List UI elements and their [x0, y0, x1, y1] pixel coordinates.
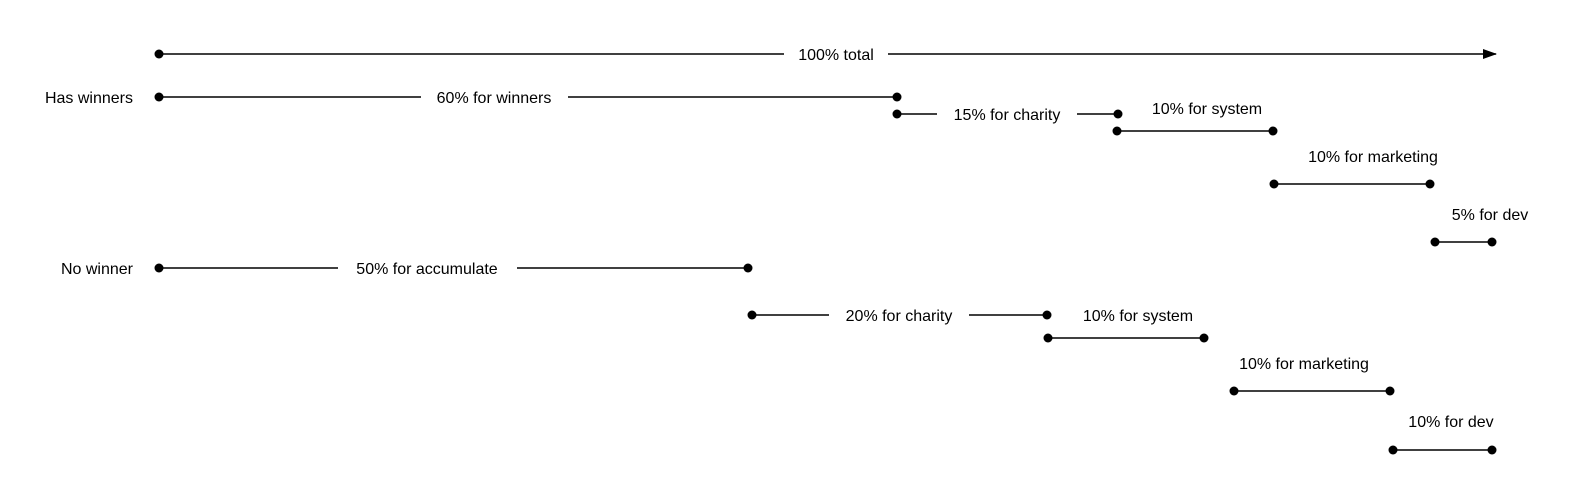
total-label: 100% total: [798, 47, 874, 64]
segment-end-dot: [1487, 445, 1497, 455]
segment-label: 60% for winners: [437, 90, 552, 107]
segment-start-dot: [1043, 333, 1053, 343]
segment-dev: 5% for dev: [1430, 207, 1528, 247]
segment-end-dot: [1113, 109, 1123, 119]
segment-end-dot: [1425, 179, 1435, 189]
segment-start-dot: [1112, 126, 1122, 136]
segment-label: 10% for system: [1152, 101, 1262, 118]
segment-label: 10% for marketing: [1239, 356, 1369, 373]
segment-system: 10% for system: [1043, 308, 1209, 343]
segment-system: 10% for system: [1112, 101, 1278, 136]
segment-start-dot: [892, 109, 902, 119]
segment-marketing: 10% for marketing: [1269, 149, 1438, 189]
segment-start-dot: [154, 92, 164, 102]
segment-end-dot: [1268, 126, 1278, 136]
segment-start-dot: [1430, 237, 1440, 247]
segment-label: 15% for charity: [954, 107, 1061, 124]
segment-label: 5% for dev: [1452, 207, 1528, 224]
start-dot: [154, 49, 164, 59]
segment-end-dot: [1487, 237, 1497, 247]
segment-end-dot: [1385, 386, 1395, 396]
segment-dev: 10% for dev: [1388, 414, 1497, 455]
segment-start-dot: [1229, 386, 1239, 396]
segment-label: 20% for charity: [846, 308, 953, 325]
segment-marketing: 10% for marketing: [1229, 356, 1395, 396]
segment-winners: 60% for winners: [154, 90, 902, 107]
segment-label: 50% for accumulate: [356, 261, 498, 278]
segment-label: 10% for system: [1083, 308, 1193, 325]
total-arrow: 100% total: [154, 47, 1497, 64]
segment-end-dot: [1199, 333, 1209, 343]
segment-charity: 20% for charity: [747, 308, 1052, 325]
segment-start-dot: [1388, 445, 1398, 455]
segment-label: 10% for marketing: [1308, 149, 1438, 166]
segment-end-dot: [892, 92, 902, 102]
segment-label: 10% for dev: [1408, 414, 1493, 431]
segment-accumulate: 50% for accumulate: [154, 261, 753, 278]
segment-end-dot: [743, 263, 753, 273]
segment-charity: 15% for charity: [892, 107, 1123, 124]
row-label-has-winners: Has winners: [45, 90, 133, 107]
segment-end-dot: [1042, 310, 1052, 320]
segment-start-dot: [1269, 179, 1279, 189]
segment-start-dot: [747, 310, 757, 320]
segment-start-dot: [154, 263, 164, 273]
row-label-no-winner: No winner: [61, 261, 134, 278]
